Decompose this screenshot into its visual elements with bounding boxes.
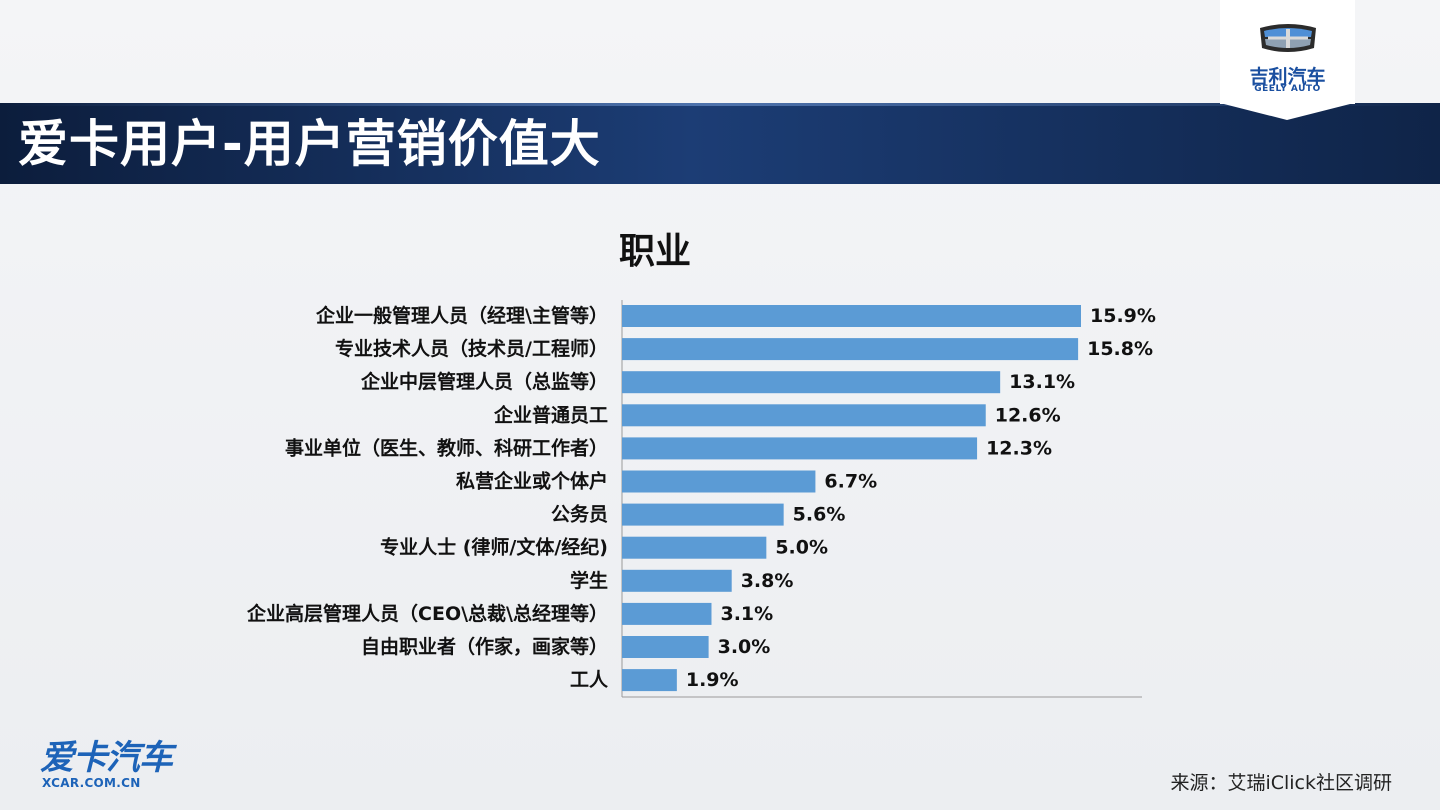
bar-5 <box>622 437 978 460</box>
xcar-logo-en: XCAR.COM.CN <box>42 776 141 790</box>
value-label-10: 3.1% <box>720 603 773 625</box>
bar-9 <box>622 569 732 592</box>
category-label-9: 学生 <box>570 569 608 592</box>
bar-6 <box>622 470 816 493</box>
category-label-3: 企业中层管理人员（总监等） <box>360 370 608 393</box>
category-label-6: 私营企业或个体户 <box>456 470 608 493</box>
geely-brand-en: GEELY AUTO <box>1254 84 1321 94</box>
xcar-logo-cn: 爱卡汽车 <box>40 738 173 778</box>
bar-3 <box>622 371 1001 394</box>
value-label-3: 13.1% <box>1009 371 1075 393</box>
category-label-12: 工人 <box>570 669 609 691</box>
category-label-8: 专业人士 (律师/文体/经纪) <box>380 536 608 559</box>
bar-4 <box>622 404 986 427</box>
title-banner <box>0 103 1440 184</box>
category-label-10: 企业高层管理人员（CEO\总裁\总经理等） <box>246 602 608 625</box>
geely-logo-panel <box>1220 0 1355 104</box>
bar-2 <box>622 338 1079 361</box>
bar-8 <box>622 536 767 559</box>
source-note: 来源：艾瑞iClick社区调研 <box>1170 772 1392 794</box>
bar-12 <box>622 669 677 692</box>
bar-7 <box>622 503 784 526</box>
value-label-6: 6.7% <box>824 471 877 493</box>
category-label-7: 公务员 <box>551 503 608 526</box>
category-label-5: 事业单位（医生、教师、科研工作者） <box>285 436 608 459</box>
value-label-12: 1.9% <box>686 669 739 691</box>
category-label-4: 企业普通员工 <box>493 403 608 426</box>
value-label-11: 3.0% <box>718 636 771 658</box>
value-label-1: 15.9% <box>1090 305 1156 327</box>
geely-logo-panel-point <box>1220 103 1354 120</box>
value-label-4: 12.6% <box>995 404 1061 426</box>
bar-1 <box>622 305 1081 327</box>
value-label-8: 5.0% <box>775 537 828 559</box>
geely-emblem-icon <box>1260 24 1316 52</box>
slide-title: 爱卡用户-用户营销价值大 <box>18 115 601 173</box>
value-label-5: 12.3% <box>986 437 1052 459</box>
category-label-11: 自由职业者（作家，画家等） <box>361 635 608 658</box>
category-label-1: 企业一般管理人员（经理\主管等） <box>315 304 608 327</box>
value-label-2: 15.8% <box>1087 338 1153 360</box>
chart-title: 职业 <box>618 231 691 272</box>
value-label-9: 3.8% <box>741 570 794 592</box>
title-banner-accent <box>0 103 1440 106</box>
category-label-2: 专业技术人员（技术员/工程师） <box>335 337 608 360</box>
bar-11 <box>622 636 709 658</box>
bar-10 <box>622 602 712 625</box>
geely-brand-cn: 吉利汽车 <box>1249 66 1326 88</box>
value-label-7: 5.6% <box>793 504 846 526</box>
